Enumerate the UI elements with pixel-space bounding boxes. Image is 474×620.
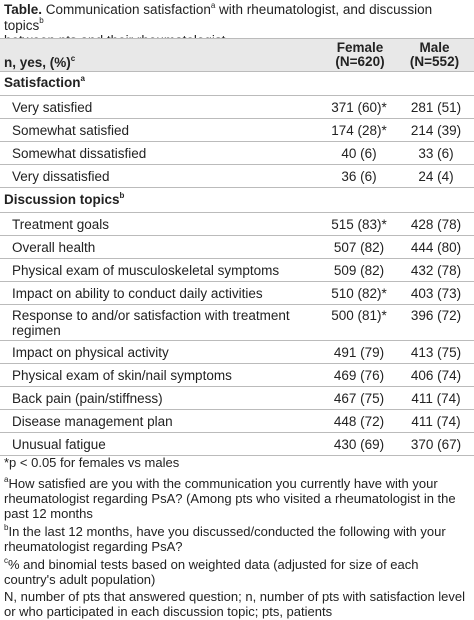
row-female-value: 500 (81)* [331,308,387,323]
caption-text-a: Communication satisfaction [42,2,211,17]
row-male-value: 403 (73) [410,286,462,301]
row-female-value: 430 (69) [333,437,385,452]
row-label: Response to and/or satisfaction with tre… [12,308,290,338]
caption-bold: Table. [4,2,43,17]
row-male-value: 428 (78) [410,217,462,232]
row-female-value: 491 (79) [333,345,385,360]
row-label: Unusual fatigue [12,437,106,452]
row-male-value: 281 (51) [410,100,462,115]
header-female: Female (N=620) [335,40,385,69]
row-female-value: 448 (72) [333,414,385,429]
discussion-rows: Treatment goals 515 (83)* 428 (78) Overall … [0,213,474,456]
row-male-value: 413 (75) [410,345,462,360]
table-body: Satisfactiona Very satisfied 371 (60)* 281… [0,71,474,456]
header-label: n, yes, (%)c [4,53,76,70]
footnote-c: c% and binomial tests based on weighted … [4,555,419,587]
row-female-value: 467 (75) [333,391,385,406]
row-male-value: 24 (4) [418,169,454,184]
row-female-value: 36 (6) [341,169,377,184]
row-female-value: 371 (60)* [331,100,387,115]
table-row: Impact on ability to conduct daily activ… [0,282,474,305]
table-row: Overall health 507 (82) 444 (80) [0,236,474,259]
row-label: Very dissatisfied [12,169,110,184]
caption-sup-b: b [39,16,44,25]
row-label: Impact on physical activity [12,345,169,360]
row-label: Somewhat satisfied [12,123,130,138]
satisfaction-rows: Very satisfied 371 (60)* 281 (51) Somewhat … [0,96,474,188]
table-row: Back pain (pain/stiffness) 467 (75) 411 (7… [0,387,474,410]
row-male-value: 411 (74) [411,414,461,429]
row-male-value: 396 (72) [410,308,462,323]
row-female-value: 509 (82) [333,263,385,278]
row-female-value: 507 (82) [333,240,385,255]
row-female-value: 174 (28)* [331,123,387,138]
row-male-value: 214 (39) [410,123,462,138]
row-male-value: 432 (78) [410,263,462,278]
footnote-star: *p < 0.05 for females vs males [4,455,180,470]
caption-text-b: with rheumatologist, and discussion topi… [4,2,433,33]
row-female-value: 515 (83)* [331,217,387,232]
row-male-value: 411 (74) [411,391,461,406]
row-male-value: 406 (74) [410,368,462,383]
row-label: Overall health [12,240,96,255]
table-row: Response to and/or satisfaction with tre… [0,305,474,341]
table-row: Physical exam of musculoskeletal symptom… [0,259,474,282]
footnote-n: N, number of pts that answered question;… [4,589,466,619]
table-row: Somewhat dissatisfied 40 (6) 33 (6) [0,142,474,165]
table-row: Disease management plan 448 (72) 411 (74) [0,410,474,433]
caption-sup-a: a [210,0,216,10]
row-male-value: 444 (80) [410,240,462,255]
row-male-value: 33 (6) [418,146,454,161]
row-label: Somewhat dissatisfied [12,146,147,161]
row-label: Very satisfied [12,100,93,115]
footnote-b: bIn the last 12 months, have you discuss… [4,522,446,554]
row-label: Back pain (pain/stiffness) [12,391,163,406]
row-label: Disease management plan [12,414,173,429]
row-male-value: 370 (67) [410,437,462,452]
section-discussion: Discussion topicsb [0,188,474,213]
row-label: Treatment goals [12,217,110,232]
table-caption: Table. Communication satisfactiona with … [0,0,474,48]
table-row: Unusual fatigue 430 (69) 370 (67) [0,433,474,456]
table-row: Impact on physical activity 491 (79) 413 (… [0,341,474,364]
table-row: Very dissatisfied 36 (6) 24 (4) [0,165,474,188]
section-satisfaction: Satisfactiona [0,71,474,96]
footnote-a: aHow satisfied are you with the communic… [4,474,456,521]
table-row: Physical exam of skin/nail symptoms 469 (… [0,364,474,387]
table-row: Treatment goals 515 (83)* 428 (78) [0,213,474,236]
table-header: n, yes, (%)c Female (N=620) Male (N=552) [0,38,474,72]
table-row: Somewhat satisfied 174 (28)* 214 (39) [0,119,474,142]
table-row: Very satisfied 371 (60)* 281 (51) [0,96,474,119]
header-male: Male (N=552) [409,40,460,69]
row-female-value: 510 (82)* [331,286,387,301]
row-label: Physical exam of musculoskeletal symptom… [12,263,280,278]
row-female-value: 469 (76) [333,368,385,383]
row-female-value: 40 (6) [341,146,377,161]
row-label: Impact on ability to conduct daily activ… [12,286,263,301]
row-label: Physical exam of skin/nail symptoms [12,368,232,383]
